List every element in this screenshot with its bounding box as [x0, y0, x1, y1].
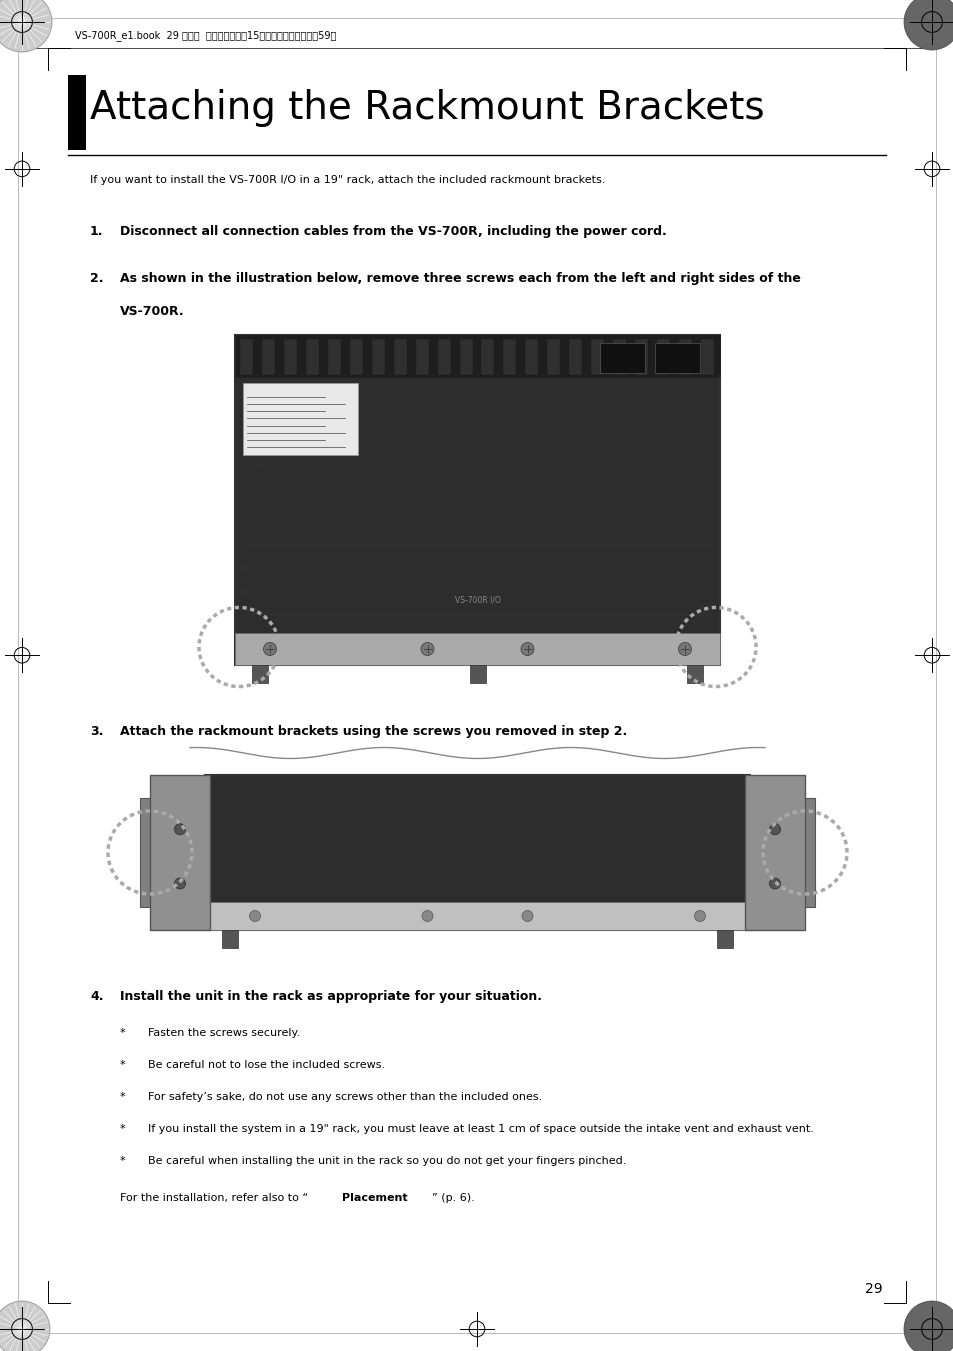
Text: CE FC Ⓣ: CE FC Ⓣ — [250, 462, 276, 469]
Circle shape — [694, 911, 705, 921]
Bar — [503, 339, 516, 376]
Circle shape — [521, 911, 533, 921]
Bar — [569, 339, 581, 376]
Bar — [469, 665, 485, 684]
Bar — [394, 339, 406, 376]
Bar — [252, 665, 268, 684]
Circle shape — [769, 824, 780, 835]
Bar — [717, 929, 732, 948]
Text: Fasten the screws securely.: Fasten the screws securely. — [148, 1028, 300, 1038]
Circle shape — [903, 1301, 953, 1351]
Circle shape — [263, 643, 276, 655]
Circle shape — [0, 0, 52, 51]
Bar — [655, 343, 700, 373]
Text: Attach the rackmount brackets using the screws you removed in step 2.: Attach the rackmount brackets using the … — [120, 725, 626, 738]
Circle shape — [903, 0, 953, 50]
Text: 29: 29 — [864, 1282, 882, 1296]
Text: If you install the system in a 19" rack, you must leave at least 1 cm of space o: If you install the system in a 19" rack,… — [148, 1124, 813, 1133]
Circle shape — [0, 1301, 50, 1351]
Bar — [744, 775, 804, 929]
Text: Attaching the Rackmount Brackets: Attaching the Rackmount Brackets — [90, 89, 763, 127]
Bar — [547, 339, 559, 376]
Text: 3.: 3. — [90, 725, 103, 738]
Bar — [800, 798, 814, 907]
Text: *: * — [120, 1061, 126, 1070]
Bar — [350, 339, 362, 376]
Bar — [205, 775, 749, 929]
Text: Install the unit in the rack as appropriate for your situation.: Install the unit in the rack as appropri… — [120, 990, 541, 1002]
Text: Be careful not to lose the included screws.: Be careful not to lose the included scre… — [148, 1061, 385, 1070]
Text: VS-700R I/O: VS-700R I/O — [454, 596, 500, 604]
Bar — [700, 339, 713, 376]
Circle shape — [250, 911, 260, 921]
Bar — [150, 775, 210, 929]
Bar — [328, 339, 340, 376]
Text: Placement: Placement — [341, 1193, 407, 1202]
Bar — [657, 339, 669, 376]
Text: As shown in the illustration below, remove three screws each from the left and r: As shown in the illustration below, remo… — [120, 272, 800, 285]
Circle shape — [421, 911, 433, 921]
Bar — [205, 902, 749, 929]
Bar — [68, 76, 86, 150]
Bar — [679, 339, 691, 376]
Bar — [635, 339, 647, 376]
Bar — [459, 339, 472, 376]
Text: If you want to install the VS-700R I/O in a 19" rack, attach the included rackmo: If you want to install the VS-700R I/O i… — [90, 176, 605, 185]
Circle shape — [420, 643, 434, 655]
Bar — [416, 339, 428, 376]
Bar — [686, 665, 702, 684]
Text: 1.: 1. — [90, 226, 103, 238]
Text: *: * — [120, 1028, 126, 1038]
Bar — [613, 339, 625, 376]
Bar — [481, 339, 494, 376]
Bar — [222, 929, 237, 948]
Bar — [262, 339, 274, 376]
Text: Disconnect all connection cables from the VS-700R, including the power cord.: Disconnect all connection cables from th… — [120, 226, 666, 238]
Bar — [599, 343, 644, 373]
Text: 4.: 4. — [90, 990, 103, 1002]
Bar — [234, 335, 720, 665]
Text: VS-700R_e1.book  29 ページ  ２０１０年６月15日　火曜日　午後４晎59分: VS-700R_e1.book 29 ページ ２０１０年６月15日 火曜日 午後… — [75, 31, 336, 42]
Circle shape — [520, 643, 534, 655]
Text: *: * — [120, 1092, 126, 1102]
Circle shape — [769, 878, 780, 889]
Circle shape — [678, 643, 691, 655]
Circle shape — [174, 878, 185, 889]
Bar — [234, 335, 720, 377]
Circle shape — [174, 824, 185, 835]
Bar — [240, 339, 253, 376]
Text: For the installation, refer also to “: For the installation, refer also to “ — [120, 1193, 308, 1202]
Text: For safety’s sake, do not use any screws other than the included ones.: For safety’s sake, do not use any screws… — [148, 1092, 541, 1102]
Text: 2.: 2. — [90, 272, 103, 285]
Text: *: * — [120, 1124, 126, 1133]
Bar — [525, 339, 537, 376]
Bar — [306, 339, 318, 376]
Bar — [372, 339, 384, 376]
Text: *: * — [120, 1156, 126, 1166]
Bar — [591, 339, 603, 376]
Bar — [234, 634, 720, 665]
Bar — [284, 339, 296, 376]
Text: ” (p. 6).: ” (p. 6). — [432, 1193, 475, 1202]
Text: VS-700R.: VS-700R. — [120, 305, 185, 317]
Bar — [437, 339, 450, 376]
Bar — [140, 798, 154, 907]
Text: Be careful when installing the unit in the rack so you do not get your fingers p: Be careful when installing the unit in t… — [148, 1156, 626, 1166]
Bar — [243, 382, 357, 455]
